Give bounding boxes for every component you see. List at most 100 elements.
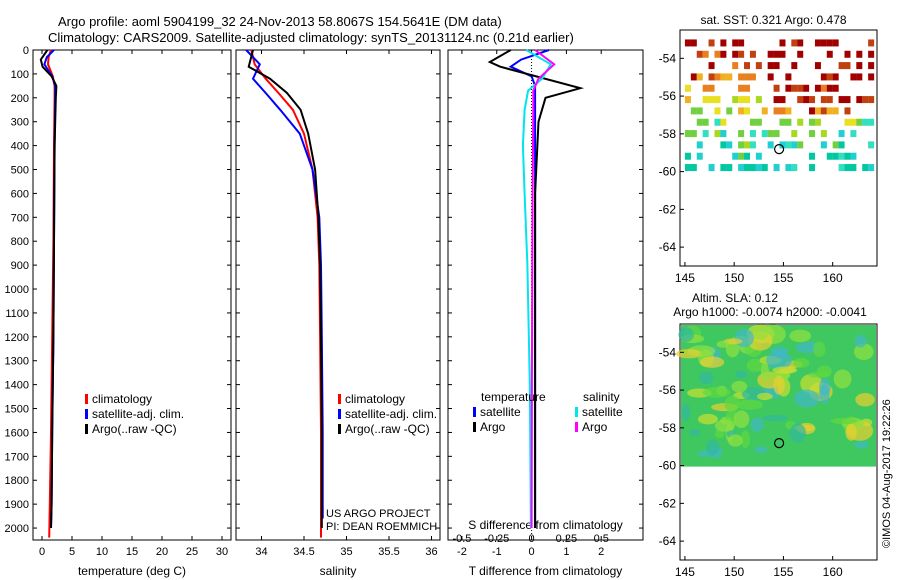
sst-cell: [773, 84, 780, 92]
sst-cell: [744, 141, 751, 149]
x-axis-label: salinity: [320, 564, 357, 578]
sst-cell: [755, 62, 762, 70]
sst-cell: [814, 107, 821, 115]
sla-blob: [845, 423, 857, 441]
sst-cell: [826, 84, 833, 92]
sst-cell: [732, 39, 739, 47]
y-tick-label: 0: [23, 45, 29, 57]
sst-cell: [738, 84, 745, 92]
sst-cell: [708, 84, 715, 92]
y-tick-label: -56: [659, 383, 677, 397]
map-title: Altim. SLA: 0.12: [692, 291, 778, 305]
legend-label: satellite: [582, 405, 623, 419]
sst-cell: [856, 96, 863, 104]
legend-swatch: [85, 409, 88, 419]
sst-cell: [868, 62, 875, 70]
sst-cell: [744, 73, 751, 81]
sst-cell: [714, 130, 721, 138]
sst-cell: [684, 96, 691, 104]
sst-cell: [696, 73, 703, 81]
sst-cell: [767, 62, 774, 70]
sst-cell: [726, 141, 733, 149]
y-tick-label: 1300: [5, 356, 29, 368]
x-tick-label: 0: [39, 546, 45, 558]
sst-cell: [832, 84, 839, 92]
legend-label: Argo: [480, 420, 506, 434]
temperature-profile-panel: 0100200300400500600700800900100011001200…: [5, 45, 232, 578]
sst-cell: [868, 73, 875, 81]
legend-label: satellite-adj. clim.: [92, 407, 184, 421]
sla-map-panel: 145 150 155 160 -54 -56 -58 -60 -62 -64 Altim. SLA…: [659, 291, 878, 579]
sla-blob: [773, 375, 785, 395]
y-tick-label: 1800: [5, 475, 29, 487]
y-tick-label: 1200: [5, 332, 29, 344]
footer-project: US ARGO PROJECT: [326, 508, 431, 520]
sst-cell: [696, 118, 703, 126]
y-tick-label: 1900: [5, 499, 29, 511]
sst-cell: [785, 84, 792, 92]
sst-cell: [696, 107, 703, 115]
y-tick-label: -54: [659, 345, 677, 359]
legend-label: Argo: [582, 420, 608, 434]
x-tick-label-top: -0.25: [484, 533, 509, 545]
legend-label: climatology: [345, 392, 405, 406]
sst-cell: [779, 118, 786, 126]
sst-cell: [785, 73, 792, 81]
sla-blob: [740, 430, 750, 449]
series-line: [247, 49, 323, 528]
legend-swatch: [85, 424, 88, 434]
sst-cell: [826, 152, 833, 160]
sst-cell: [714, 96, 721, 104]
sst-cell: [868, 164, 875, 172]
y-tick-label: 800: [11, 236, 29, 248]
legend-swatch: [338, 409, 341, 419]
sst-cell: [809, 118, 816, 126]
argo-location-marker: [773, 438, 785, 449]
sst-cell: [850, 130, 857, 138]
sla-blob: [794, 389, 820, 408]
legend-title: temperature: [481, 390, 546, 404]
sla-blob: [754, 446, 768, 454]
sst-cell: [791, 62, 798, 70]
x-axis-label: temperature (deg C): [78, 564, 186, 578]
sst-cell: [702, 84, 709, 92]
y-tick-label: 1700: [5, 451, 29, 463]
plot-frame: [447, 49, 644, 541]
legend-swatch: [338, 394, 341, 404]
sst-cell: [761, 107, 768, 115]
y-tick-label: -58: [659, 421, 677, 435]
x-tick-label-top: -0.5: [452, 533, 471, 545]
sst-cell: [767, 50, 774, 58]
sst-cell: [826, 50, 833, 58]
y-tick-label: 1500: [5, 404, 29, 416]
sla-blob: [678, 327, 694, 343]
sst-cell: [714, 73, 721, 81]
sla-blob: [854, 440, 869, 449]
y-tick-label: 500: [11, 165, 29, 177]
y-tick-label: 2000: [5, 523, 29, 535]
sst-cell: [791, 130, 798, 138]
sla-blob: [706, 439, 720, 456]
legend-swatch: [473, 407, 476, 417]
sst-cell: [814, 62, 821, 70]
x-tick-label: 34: [255, 546, 267, 558]
sst-cell: [744, 96, 751, 104]
sst-cell: [779, 96, 786, 104]
sst-cell: [868, 50, 875, 58]
y-tick-label: 600: [11, 188, 29, 200]
sst-cell: [838, 164, 845, 172]
sst-cell: [690, 39, 697, 47]
legend-label: climatology: [92, 392, 152, 406]
sst-cell: [779, 141, 786, 149]
y-tick-label: 1100: [5, 308, 29, 320]
sla-blob: [792, 358, 810, 368]
sst-cell: [755, 164, 762, 172]
x-tick-label: 20: [156, 546, 168, 558]
sst-cell: [838, 141, 845, 149]
x-tick-label: 145: [675, 565, 695, 579]
sst-cell: [809, 96, 816, 104]
sla-blob: [675, 349, 702, 359]
sla-blob: [746, 358, 764, 372]
sst-cell: [797, 141, 804, 149]
